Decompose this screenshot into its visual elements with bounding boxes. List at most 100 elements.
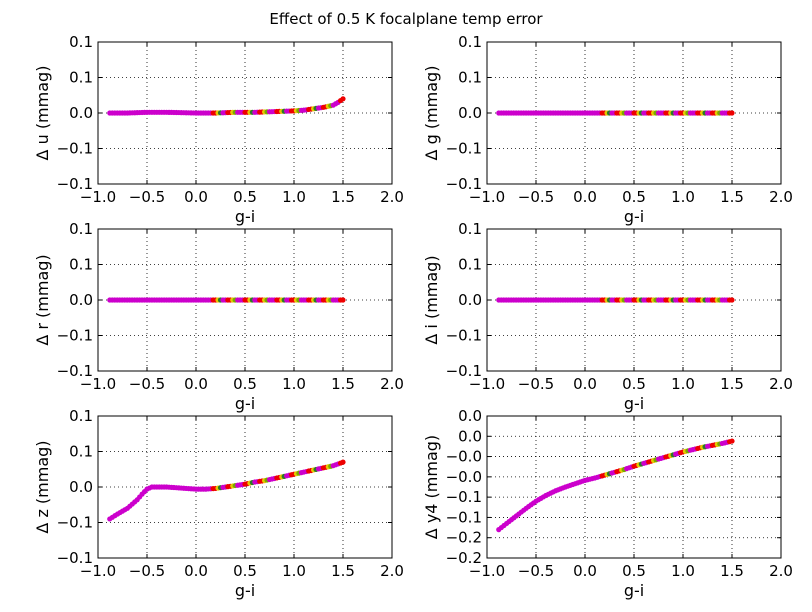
x-tick-label: −1.0 — [469, 562, 505, 580]
x-tick-label: 0.0 — [184, 188, 208, 206]
x-axis-label: g-i — [624, 394, 644, 413]
x-tick-label: 1.0 — [671, 188, 695, 206]
y-tick-label: 0.0 — [69, 478, 93, 496]
data-point — [340, 96, 346, 102]
x-axis-label: g-i — [235, 394, 255, 413]
x-tick-label: 2.0 — [380, 188, 404, 206]
y-tick-label: −0.1 — [446, 362, 482, 380]
y-tick-label: −0.1 — [57, 327, 93, 345]
y-axis-label: Δ i (mmag) — [422, 255, 441, 344]
axes-frame — [486, 228, 782, 372]
x-tick-label: 1.5 — [331, 188, 355, 206]
x-tick-label: 1.0 — [671, 562, 695, 580]
data-point — [729, 297, 735, 303]
axes-frame — [486, 415, 782, 559]
figure-title: Effect of 0.5 K focalplane temp error — [269, 10, 543, 28]
x-tick-label: 0.0 — [573, 562, 597, 580]
y-tick-label: 0.1 — [69, 33, 93, 51]
x-tick-label: 1.5 — [331, 375, 355, 393]
x-tick-label: −1.0 — [469, 375, 505, 393]
y-tick-label: −0.1 — [57, 175, 93, 193]
y-tick-label: −0.1 — [446, 508, 482, 526]
x-tick-label: 1.5 — [331, 562, 355, 580]
x-tick-label: 1.0 — [282, 188, 306, 206]
data-point — [729, 110, 735, 116]
subplot-3: −1.0 −0.5 0.0 0.5 1.0 1.5 2.0 0.1 0.1 0.0 −0.1 −0.1… — [33, 220, 404, 413]
y-tick-label: −0.2 — [446, 549, 482, 567]
y-axis-label: Δ y4 (mmag) — [422, 435, 441, 539]
y-tick-label: 0.1 — [458, 220, 482, 238]
x-tick-label: −0.5 — [518, 562, 554, 580]
x-tick-label: −1.0 — [80, 562, 116, 580]
data-point — [340, 297, 346, 303]
x-tick-label: 1.0 — [282, 562, 306, 580]
x-tick-label: 0.0 — [184, 375, 208, 393]
y-tick-label: −0.0 — [446, 448, 482, 466]
y-tick-label: 0.0 — [69, 104, 93, 122]
subplot-1: −1.0 −0.5 0.0 0.5 1.0 1.5 2.0 0.1 0.1 0.0 −0.1 −0.1… — [33, 33, 404, 226]
y-tick-label: −0.1 — [446, 140, 482, 158]
x-tick-label: −0.5 — [129, 188, 165, 206]
x-tick-label: −1.0 — [80, 375, 116, 393]
x-tick-label: −0.5 — [518, 188, 554, 206]
x-tick-label: −1.0 — [469, 188, 505, 206]
x-tick-label: 0.5 — [622, 188, 646, 206]
y-tick-label: 0.1 — [69, 256, 93, 274]
x-tick-label: 2.0 — [380, 375, 404, 393]
data-point — [340, 459, 346, 465]
x-tick-label: 0.5 — [622, 562, 646, 580]
x-tick-label: −0.5 — [518, 375, 554, 393]
y-axis-label: Δ u (mmag) — [33, 66, 52, 161]
x-tick-label: 0.5 — [233, 562, 257, 580]
y-tick-label: −0.1 — [446, 327, 482, 345]
y-tick-label: −0.1 — [446, 488, 482, 506]
x-tick-label: 1.5 — [720, 375, 744, 393]
y-tick-label: 0.0 — [458, 427, 482, 445]
y-tick-label: 0.0 — [69, 291, 93, 309]
y-tick-label: 0.1 — [69, 407, 93, 425]
axes-frame — [97, 41, 393, 185]
y-tick-label: 0.1 — [458, 256, 482, 274]
y-tick-label: 0.0 — [458, 407, 482, 425]
x-tick-label: −1.0 — [80, 188, 116, 206]
y-axis-label: Δ z (mmag) — [33, 440, 52, 533]
subplot-6: −1.0 −0.5 0.0 0.5 1.0 1.5 2.0 0.0 0.0 −0.0 −0.0 −0.… — [422, 407, 793, 600]
x-tick-label: 1.0 — [671, 375, 695, 393]
x-tick-label: 1.5 — [720, 188, 744, 206]
y-axis-label: Δ g (mmag) — [422, 66, 441, 161]
x-axis-label: g-i — [624, 581, 644, 600]
x-tick-label: 2.0 — [380, 562, 404, 580]
x-tick-label: 1.5 — [720, 562, 744, 580]
axes-frame — [486, 41, 782, 185]
x-tick-label: 0.5 — [233, 375, 257, 393]
y-tick-label: 0.1 — [458, 33, 482, 51]
x-tick-label: 0.0 — [573, 188, 597, 206]
y-tick-label: −0.1 — [57, 514, 93, 532]
y-tick-label: −0.1 — [446, 175, 482, 193]
axes-frame — [97, 415, 393, 559]
subplot-5: −1.0 −0.5 0.0 0.5 1.0 1.5 2.0 0.1 0.1 0.0 −0.1 −0.1… — [33, 407, 404, 600]
x-tick-label: −0.5 — [129, 562, 165, 580]
axes-frame — [97, 228, 393, 372]
x-tick-label: 0.5 — [233, 188, 257, 206]
y-tick-label: −0.1 — [57, 549, 93, 567]
y-tick-label: 0.1 — [69, 220, 93, 238]
x-tick-label: 0.0 — [184, 562, 208, 580]
y-tick-label: −0.1 — [57, 140, 93, 158]
x-tick-label: 1.0 — [282, 375, 306, 393]
x-axis-label: g-i — [624, 207, 644, 226]
x-tick-label: 0.5 — [622, 375, 646, 393]
data-point — [729, 438, 735, 444]
y-tick-label: 0.0 — [458, 104, 482, 122]
y-tick-label: 0.1 — [458, 69, 482, 87]
y-tick-label: −0.2 — [446, 529, 482, 547]
subplot-2: −1.0 −0.5 0.0 0.5 1.0 1.5 2.0 0.1 0.1 0.0 −0.1 −0.1… — [422, 33, 793, 226]
y-tick-label: 0.1 — [69, 443, 93, 461]
x-tick-label: 0.0 — [573, 375, 597, 393]
x-tick-label: 2.0 — [769, 562, 793, 580]
subplot-4: −1.0 −0.5 0.0 0.5 1.0 1.5 2.0 0.1 0.1 0.0 −0.1 −0.1… — [422, 220, 793, 413]
x-axis-label: g-i — [235, 581, 255, 600]
y-axis-label: Δ r (mmag) — [33, 254, 52, 345]
x-tick-label: 2.0 — [769, 188, 793, 206]
